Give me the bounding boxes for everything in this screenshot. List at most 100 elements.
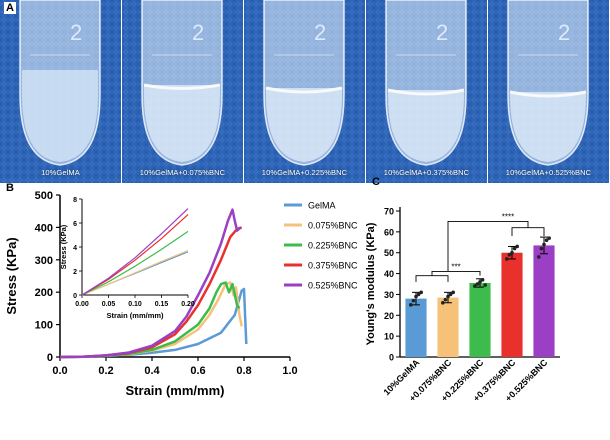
legend-label: 0.375%BNC (308, 261, 358, 271)
data-point (512, 246, 517, 251)
tube-number: 2 (192, 20, 204, 45)
data-point (542, 242, 546, 247)
photo-label: 10%GelMA+0.525%BNC (505, 168, 592, 177)
data-point (443, 297, 448, 302)
data-point (473, 284, 477, 288)
data-point (544, 238, 549, 242)
tube-number: 2 (436, 20, 448, 45)
data-point (448, 292, 453, 297)
y-tick-label: 100 (35, 320, 53, 332)
panel-label-a: A (4, 2, 16, 14)
photo-label: 10%GelMA+0.075%BNC (139, 168, 226, 177)
y-tick-label: 50 (384, 248, 394, 258)
legend-label: 0.225%BNC (308, 241, 358, 251)
series-line (59, 208, 242, 359)
x-tick-label: 0.8 (236, 365, 251, 377)
significance-label: *** (451, 262, 460, 271)
tube-photo: 2 10%GelMA (0, 0, 121, 183)
tube-photo: 2 10%GelMA+0.075%BNC (122, 0, 243, 183)
tube-photo-image: 2 (488, 0, 609, 183)
tube-photo-image: 2 (244, 0, 365, 183)
inset-x-tick-label: 0.15 (155, 301, 169, 308)
x-tick-label: 0.4 (144, 365, 160, 377)
data-point (419, 290, 423, 295)
y-tick-label: 500 (35, 190, 53, 202)
y-axis-label: Stress (KPa) (4, 237, 19, 314)
tube-photo-image: 2 (122, 0, 243, 183)
significance-bracket (511, 227, 545, 237)
tube-number: 2 (314, 20, 326, 45)
legend-label: 0.075%BNC (308, 221, 358, 231)
data-point (507, 253, 512, 257)
data-point (416, 292, 421, 297)
significance-bracket (431, 271, 481, 276)
significance-bracket (415, 275, 449, 282)
stress-strain-chart: 0 100 200 300 400 500 0.0 0.2 0.4 0.6 0.8 1.0 Strain… (4, 190, 358, 398)
data-point (539, 246, 544, 251)
data-point (446, 294, 450, 299)
data-point (537, 255, 541, 259)
x-tick-label: 0.6 (190, 365, 205, 377)
data-point (505, 257, 509, 261)
inset-y-axis-label: Stress (KPa) (59, 224, 68, 269)
y-tick-label: 400 (35, 222, 53, 234)
bar (437, 297, 459, 357)
x-tick-label: 0.2 (98, 365, 113, 377)
y-tick-label: 10 (384, 332, 394, 342)
photo-label: 10%GelMA (41, 168, 80, 177)
y-tick-label: 0 (389, 353, 394, 363)
data-point (510, 250, 514, 255)
tube-photo-image: 2 (0, 0, 121, 183)
data-point (475, 282, 480, 286)
tube-number: 2 (70, 20, 82, 45)
inset-series-line (81, 208, 189, 296)
significance-label: **** (502, 212, 514, 221)
inset-series-line (81, 230, 189, 296)
x-tick-label: 1.0 (282, 365, 297, 377)
y-tick-label: 0 (47, 352, 53, 364)
inset-x-tick-label: 0.20 (181, 301, 195, 308)
tube-photo: 2 10%GelMA+0.225%BNC (244, 0, 365, 183)
y-tick-label: 70 (384, 207, 394, 217)
y-tick-label: 200 (35, 287, 53, 299)
inset-x-tick-label: 0.05 (102, 301, 116, 308)
data-point (480, 278, 485, 282)
legend-label: GelMA (308, 201, 336, 211)
inset-series-line (81, 250, 189, 296)
data-point (441, 300, 445, 305)
tube-photo: 2 10%GelMA+0.375%BNC (366, 0, 487, 183)
x-tick-label: 0.0 (52, 365, 67, 377)
bar (469, 282, 491, 357)
data-point (414, 294, 418, 299)
panel-label-b: B (6, 182, 14, 194)
inset-y-tick-label: 0 (73, 293, 77, 300)
y-tick-label: 20 (384, 311, 394, 321)
x-axis-label: Strain (mm/mm) (126, 383, 225, 398)
bar (405, 298, 427, 357)
bar (533, 245, 555, 357)
y-tick-label: 40 (384, 269, 394, 279)
inset-y-tick-label: 2 (73, 269, 77, 276)
photo-label: 10%GelMA+0.375%BNC (383, 168, 470, 177)
y-tick-label: 300 (35, 255, 53, 267)
photo-panel: 2 10%GelMA 2 10%GelMA+0.075%BNC 2 10%Gel… (0, 0, 610, 183)
photo-label: 10%GelMA+0.225%BNC (261, 168, 348, 177)
inset-x-tick-label: 0.00 (75, 301, 89, 308)
tube-number: 2 (558, 20, 570, 45)
inset-x-axis-label: Strain (mm/mm) (106, 311, 164, 320)
inset-y-tick-label: 4 (73, 245, 77, 252)
data-point (409, 303, 413, 307)
inset-y-tick-label: 6 (73, 221, 77, 228)
data-point (478, 280, 482, 284)
significance-bracket (447, 220, 529, 272)
tube-photo-image: 2 (366, 0, 487, 183)
data-point (547, 236, 551, 240)
tube-photo: 2 10%GelMA+0.525%BNC (488, 0, 609, 183)
panel-label-c: C (372, 176, 380, 188)
y-tick-label: 60 (384, 227, 394, 237)
y-axis-label: Young's modulus (KPa) (365, 222, 377, 345)
data-point (451, 290, 455, 295)
data-point (515, 244, 519, 249)
y-tick-label: 30 (384, 290, 394, 300)
